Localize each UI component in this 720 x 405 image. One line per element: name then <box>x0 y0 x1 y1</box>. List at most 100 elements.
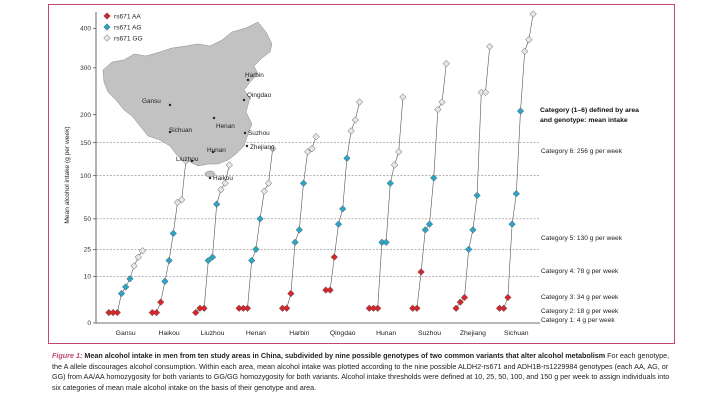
point-ag <box>291 238 299 246</box>
area-trend-line <box>325 101 360 291</box>
point-gg <box>486 42 494 51</box>
point-ag <box>343 154 351 162</box>
area-group-haikou <box>148 157 190 317</box>
point-ag <box>208 253 217 261</box>
point-aa <box>452 304 460 312</box>
legend: rs671 AA rs671 AG rs671 GG <box>103 12 143 42</box>
point-gg <box>312 133 320 141</box>
x-tick-label: Haikou <box>159 330 180 337</box>
city-label: Qingdao <box>247 92 272 99</box>
point-gg <box>347 127 355 135</box>
point-gg <box>304 148 312 156</box>
city-label: Hunan <box>207 147 226 154</box>
point-aa <box>460 293 469 302</box>
point-gg <box>395 148 403 156</box>
category-label-1: Category 1: 4 g per week <box>541 317 615 324</box>
point-aa <box>287 289 295 298</box>
point-gg <box>138 247 147 255</box>
point-gg <box>264 179 273 187</box>
point-ag <box>161 277 169 285</box>
point-gg <box>308 145 316 153</box>
point-gg <box>434 105 442 114</box>
point-aa <box>413 304 421 312</box>
point-ag <box>430 174 438 182</box>
point-aa <box>152 308 161 317</box>
city-label: Gansu <box>142 98 161 105</box>
x-tick-label: Gansu <box>116 330 136 337</box>
legend-label-aa: rs671 AA <box>114 13 141 20</box>
figure-frame <box>48 4 675 344</box>
point-ag <box>213 200 221 208</box>
point-ag <box>382 238 390 246</box>
point-ag <box>516 107 525 115</box>
x-tick-label: Hunan <box>376 330 396 337</box>
area-group-hunan <box>365 93 407 312</box>
city-label: Harbin <box>245 72 264 79</box>
chart-axes <box>95 12 540 324</box>
city-label: Suzhou <box>248 130 270 137</box>
point-ag <box>117 289 126 298</box>
point-aa <box>374 304 382 312</box>
area-trend-line <box>152 160 187 313</box>
category-label-6: Category 6: 256 g per week <box>541 148 623 155</box>
area-group-gansu <box>105 247 147 317</box>
point-aa <box>113 308 121 317</box>
city-dot <box>245 144 249 148</box>
legend-label-ag: rs671 AG <box>114 24 142 31</box>
point-ag <box>248 256 256 265</box>
x-tick-label: Suzhou <box>418 330 441 337</box>
point-gg <box>399 93 407 101</box>
x-axis-labels: Gansu Haikou Liuzhou Henan Harbin Qingdao Huna… <box>116 330 529 337</box>
city-label: Sichuan <box>169 127 193 134</box>
area-trend-line <box>108 250 143 313</box>
y-tick-label: 400 <box>80 26 91 33</box>
area-group-henan <box>235 145 277 312</box>
point-ag <box>386 179 394 187</box>
point-ag <box>126 275 134 283</box>
point-gg <box>481 88 490 97</box>
area-group-qingdao <box>322 98 364 294</box>
y-tick-label: 300 <box>80 65 91 72</box>
category-label-5: Category 5: 130 g per week <box>541 235 623 242</box>
point-ag <box>252 245 260 253</box>
point-gg <box>390 161 399 169</box>
city-dot <box>168 130 172 134</box>
city-label: Haikou <box>213 175 233 182</box>
point-gg <box>269 145 277 153</box>
chart-svg: 0 10 25 50 100 150 200 300 400 Mean alcohol inta… <box>64 10 639 337</box>
category-labels: Category 1: 4 g per week Category 2: 18 g… <box>541 148 623 324</box>
point-ag <box>204 256 212 265</box>
x-tick-label: Zhejiang <box>460 330 486 337</box>
point-aa <box>283 304 291 312</box>
area-trend-line <box>239 148 273 309</box>
x-tick-label: Harbin <box>289 330 309 337</box>
city-markers: Gansu Harbin Qingdao Henan Sichuan Suzhou Zhej… <box>142 72 275 182</box>
city-label: Henan <box>216 123 235 130</box>
point-ag <box>469 226 477 234</box>
point-gg <box>525 35 533 44</box>
point-gg <box>438 98 446 106</box>
x-tick-label: Qingdao <box>330 330 356 337</box>
area-trend-line <box>455 46 490 309</box>
y-tick-label: 10 <box>84 274 92 281</box>
x-tick-label: Liuzhou <box>201 330 225 337</box>
point-aa <box>417 268 425 276</box>
point-ag <box>425 220 434 228</box>
point-ag <box>299 179 308 187</box>
point-gg <box>221 179 229 187</box>
china-map-icon <box>102 21 273 167</box>
y-tick-label: 100 <box>80 173 91 180</box>
area-trend-line <box>282 136 317 309</box>
point-aa <box>157 298 165 306</box>
legend-marker-ag <box>103 23 111 31</box>
city-label: Liuzhou <box>176 156 199 163</box>
figure-caption: Figure 1: Mean alcohol intake in men fro… <box>52 351 672 393</box>
x-tick-label: Henan <box>246 330 266 337</box>
city-dot <box>246 78 250 82</box>
y-ticks: 0 10 25 50 100 150 200 300 400 <box>80 26 96 327</box>
point-gg <box>355 98 364 106</box>
area-trend-line <box>195 164 230 313</box>
point-gg <box>442 59 450 68</box>
y-tick-label: 25 <box>84 247 92 254</box>
point-ag <box>334 220 343 228</box>
